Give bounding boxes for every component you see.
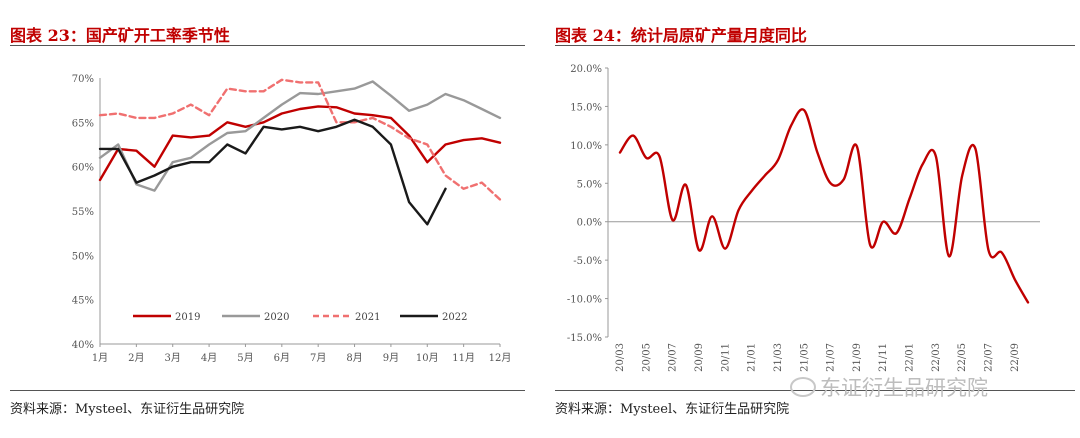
right-source-note: 资料来源：Mysteel、东证衍生品研究院 bbox=[555, 402, 790, 417]
x-tick-label: 7月 bbox=[310, 352, 326, 364]
right-figure-panel: 图表 24：统计局原矿产量月度同比 -15.0% -10.0% -5.0% 0.0% 5… bbox=[545, 0, 1080, 438]
y-tick-label: 65% bbox=[72, 118, 94, 129]
x-tick-label: 20/07 bbox=[668, 343, 679, 372]
x-tick-label: 20/03 bbox=[615, 343, 626, 372]
x-tick-label: 21/09 bbox=[852, 343, 863, 372]
x-tick-label: 2月 bbox=[128, 352, 144, 364]
y-tick-label: 55% bbox=[72, 207, 94, 218]
x-tick-label: 8月 bbox=[346, 352, 362, 364]
y-tick-label: 5.0% bbox=[577, 179, 602, 190]
x-tick-label: 11月 bbox=[452, 352, 475, 364]
watermark: 东证衍生品研究院 bbox=[790, 372, 988, 402]
x-tick-label: 22/01 bbox=[905, 343, 916, 372]
x-tick-label: 4月 bbox=[201, 352, 217, 364]
x-tick-label: 21/11 bbox=[878, 343, 889, 372]
x-tick-label: 6月 bbox=[274, 352, 290, 364]
x-tick-label: 22/05 bbox=[957, 343, 968, 372]
watermark-text: 东证衍生品研究院 bbox=[820, 376, 988, 400]
legend-label-2020: 2020 bbox=[264, 312, 289, 323]
x-tick-label: 10月 bbox=[416, 352, 439, 364]
y-tick-label: 20.0% bbox=[570, 64, 602, 75]
y-tick-label: 10.0% bbox=[570, 141, 602, 152]
x-tick-label: 20/11 bbox=[720, 343, 731, 372]
left-title-rule bbox=[10, 45, 525, 46]
series-line-2020 bbox=[98, 80, 502, 192]
y-tick-label: 50% bbox=[72, 251, 94, 262]
x-tick-label: 22/03 bbox=[931, 343, 942, 372]
legend-label-2022: 2022 bbox=[442, 312, 467, 323]
x-tick-label: 21/03 bbox=[773, 343, 784, 372]
right-title-rule bbox=[555, 45, 1075, 46]
left-figure-panel: 图表 23：国产矿开工率季节性 40% 45% 50% 55% 60% 65% 70% 1月 2… bbox=[0, 0, 530, 438]
y-tick-label: 0.0% bbox=[577, 218, 602, 229]
x-tick-label: 22/07 bbox=[984, 343, 995, 372]
x-tick-label: 20/09 bbox=[694, 343, 705, 372]
series-line-yoy bbox=[618, 108, 1030, 304]
y-tick-label: 70% bbox=[72, 74, 94, 85]
left-source-note: 资料来源：Mysteel、东证衍生品研究院 bbox=[10, 402, 245, 417]
x-tick-label: 21/05 bbox=[799, 343, 810, 372]
right-figure-title: 图表 24：统计局原矿产量月度同比 bbox=[555, 26, 807, 45]
ore-output-yoy-chart: -15.0% -10.0% -5.0% 0.0% 5.0% 10.0% 15.0% 20.0%… bbox=[567, 64, 1040, 372]
y-tick-label: 45% bbox=[72, 296, 94, 307]
y-tick-label: 60% bbox=[72, 163, 94, 174]
x-tick-label: 3月 bbox=[165, 352, 181, 364]
series-line-2021 bbox=[98, 78, 502, 201]
y-tick-label: -15.0% bbox=[567, 333, 602, 344]
y-tick-label: -5.0% bbox=[573, 256, 602, 267]
x-tick-label: 5月 bbox=[237, 352, 253, 364]
y-tick-label: 15.0% bbox=[570, 102, 602, 113]
x-tick-label: 20/05 bbox=[641, 343, 652, 372]
x-tick-label: 21/01 bbox=[747, 343, 758, 372]
legend-label-2021: 2021 bbox=[355, 312, 380, 323]
x-tick-label: 9月 bbox=[383, 352, 399, 364]
y-tick-label: 40% bbox=[72, 340, 94, 351]
mine-operating-rate-chart: 40% 45% 50% 55% 60% 65% 70% 1月 2月 3月 4月 5月 6月 7月 8月 9月 1… bbox=[72, 74, 512, 364]
series-line-2022 bbox=[98, 118, 447, 226]
x-tick-label: 1月 bbox=[92, 352, 108, 364]
wechat-icon bbox=[790, 377, 816, 397]
legend-label-2019: 2019 bbox=[175, 312, 200, 323]
left-source-rule bbox=[10, 390, 525, 391]
left-figure-title: 图表 23：国产矿开工率季节性 bbox=[10, 26, 230, 45]
x-tick-label: 21/07 bbox=[826, 343, 837, 372]
x-tick-label: 22/09 bbox=[1010, 343, 1021, 372]
x-tick-label: 12月 bbox=[489, 352, 512, 364]
y-tick-label: -10.0% bbox=[567, 295, 602, 306]
